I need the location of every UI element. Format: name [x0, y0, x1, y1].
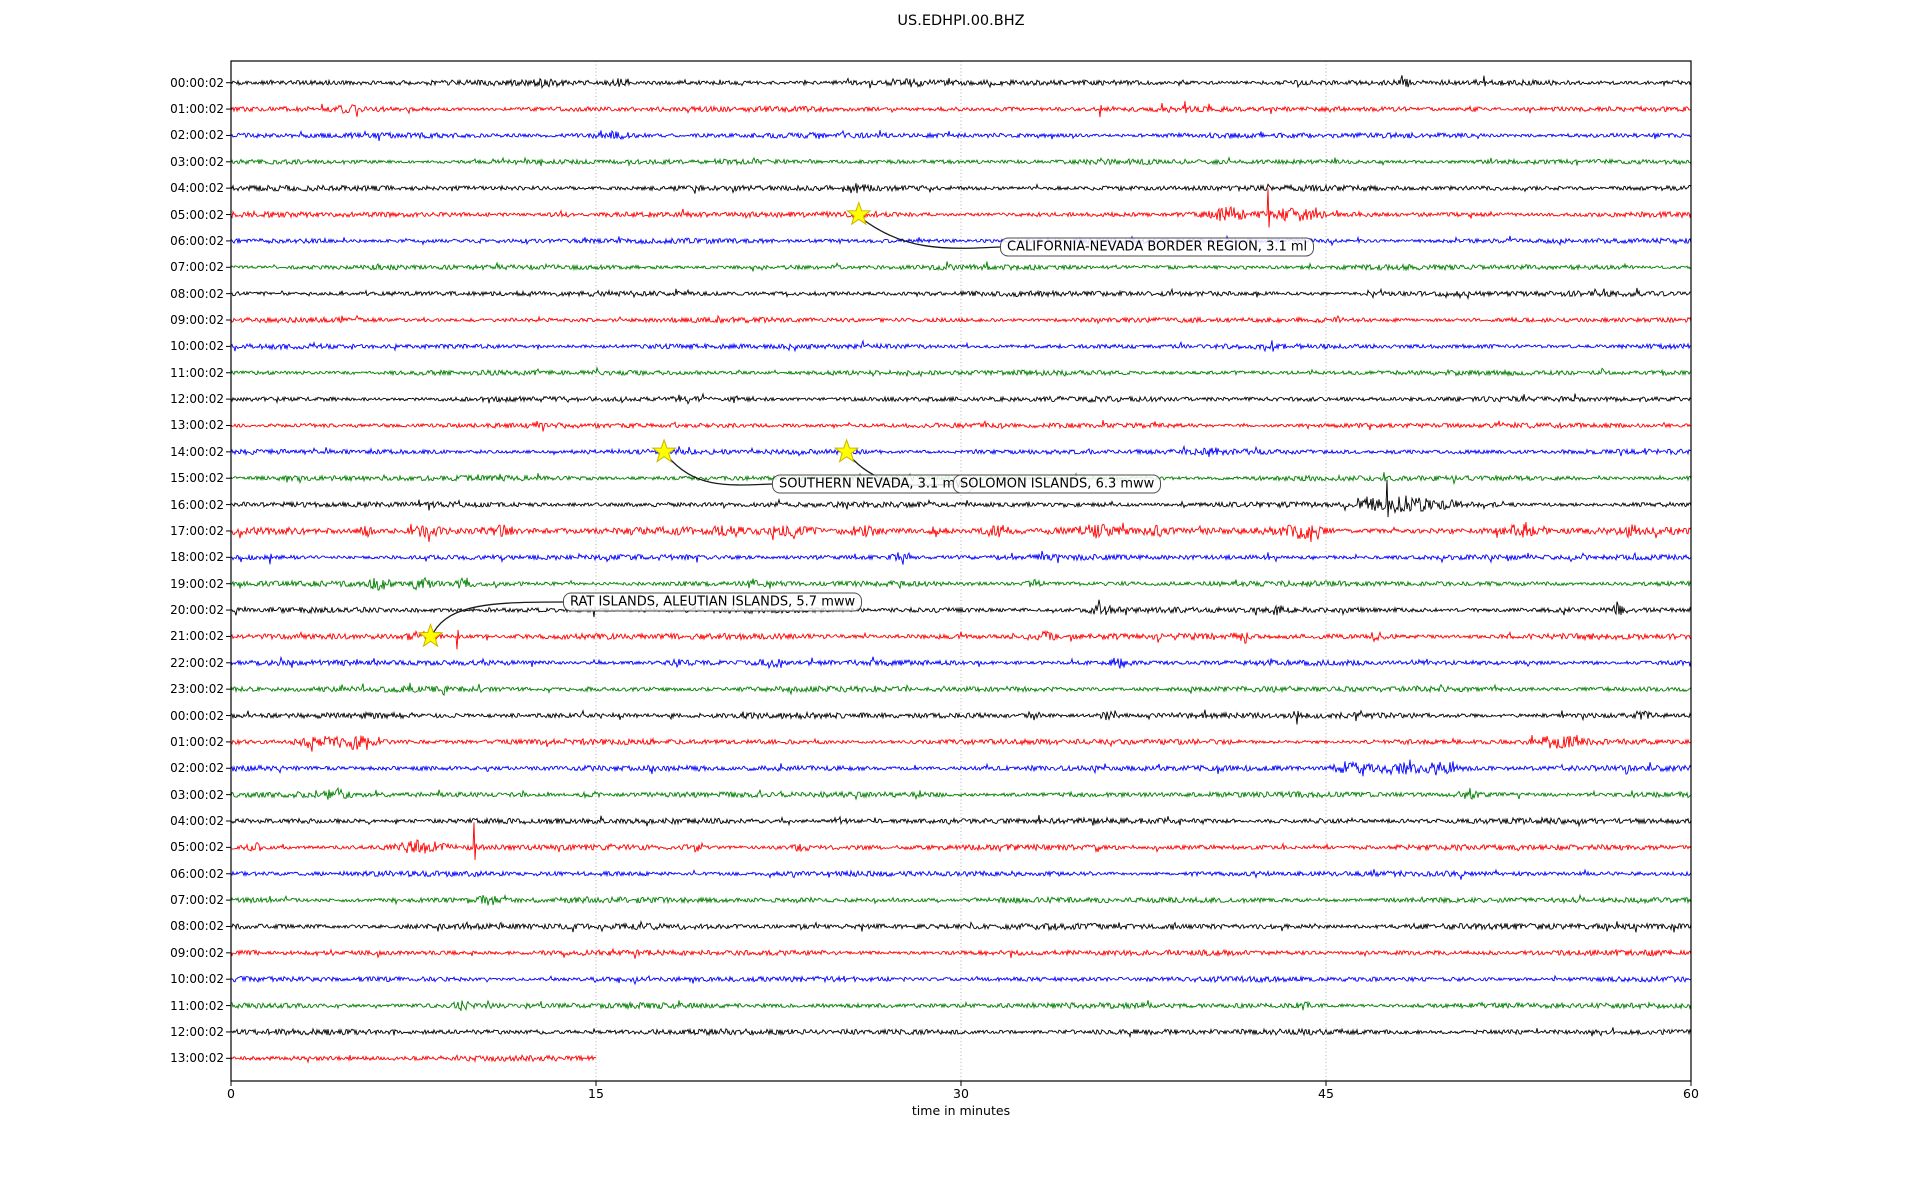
y-tick-label: 04:00:02: [170, 814, 224, 828]
y-tick-label: 01:00:02: [170, 734, 224, 749]
x-axis-title: time in minutes: [911, 1103, 1011, 1118]
seismogram-trace: [230, 999, 1692, 1011]
leader-line: [861, 218, 1001, 249]
y-tick-label: 07:00:02: [170, 260, 224, 275]
event-star-icon: [417, 622, 444, 648]
seismogram-trace: [230, 366, 1692, 378]
seismogram-trace: [230, 919, 1692, 933]
seismogram-trace: [230, 156, 1692, 167]
seismogram-trace: [230, 709, 1692, 725]
event-annotation: SOUTHERN NEVADA, 3.1 mw: [772, 474, 973, 494]
seismogram-trace: [230, 479, 1692, 518]
y-tick-label: 12:00:02: [170, 392, 224, 407]
y-tick-label: 04:00:02: [170, 181, 224, 196]
x-tick-label: 60: [1683, 1086, 1699, 1101]
seismogram-trace: [230, 101, 1692, 118]
seismogram-trace: [230, 182, 1692, 194]
seismogram-trace: [230, 392, 1692, 405]
y-tick-label: 13:00:02: [170, 1051, 224, 1066]
y-tick-label: 01:00:02: [170, 102, 224, 117]
y-tick-label: 08:00:02: [170, 286, 224, 301]
y-tick-label: 06:00:02: [170, 233, 224, 248]
y-tick-label: 11:00:02: [170, 365, 224, 380]
y-tick-label: 16:00:02: [170, 497, 224, 512]
seismogram-trace: [230, 261, 1692, 272]
seismogram-trace: [230, 314, 1692, 325]
y-tick-label: 20:00:02: [170, 603, 224, 618]
seismogram-trace: [230, 287, 1692, 301]
seismogram-trace: [230, 814, 1692, 828]
y-tick-label: 15:00:02: [170, 471, 224, 486]
y-tick-label: 02:00:02: [170, 128, 224, 143]
plot-title: US.EDHPI.00.BHZ: [897, 13, 1025, 29]
y-tick-label: 17:00:02: [170, 523, 224, 538]
seismogram-trace: [230, 129, 1692, 142]
y-tick-label: 18:00:02: [170, 550, 224, 565]
y-tick-label: 09:00:02: [170, 313, 224, 327]
seismogram-trace: [230, 734, 1692, 752]
x-tick-label: 0: [227, 1086, 235, 1101]
y-tick-label: 08:00:02: [170, 919, 224, 934]
y-tick-label: 00:00:02: [170, 708, 224, 723]
seismogram-trace: [230, 868, 1692, 880]
y-tick-label: 05:00:02: [170, 840, 224, 855]
seismogram-trace: [230, 521, 1692, 543]
y-tick-label: 21:00:02: [170, 629, 224, 644]
y-tick-label: 10:00:02: [170, 339, 224, 354]
seismogram-trace: [230, 419, 1692, 432]
y-tick-label: 23:00:02: [170, 682, 224, 697]
y-tick-label: 19:00:02: [170, 576, 224, 591]
event-star-icon: [845, 200, 872, 226]
y-tick-label: 03:00:02: [170, 787, 224, 802]
y-tick-label: 09:00:02: [170, 945, 224, 960]
y-tick-label: 02:00:02: [170, 761, 224, 776]
y-tick-label: 12:00:02: [170, 1024, 224, 1039]
event-annotation: RAT ISLANDS, ALEUTIAN ISLANDS, 5.7 mww: [563, 592, 863, 612]
seismogram-trace: [230, 655, 1692, 670]
seismogram-trace: [230, 1054, 597, 1064]
x-tick-label: 30: [953, 1086, 969, 1101]
seismogram-trace: [230, 550, 1692, 565]
seismogram-trace: [230, 759, 1692, 777]
y-tick-label: 14:00:02: [170, 444, 224, 459]
leader-line: [432, 601, 564, 633]
y-tick-label: 13:00:02: [170, 418, 224, 433]
y-tick-label: 07:00:02: [170, 893, 224, 908]
seismogram-trace: [230, 893, 1692, 906]
seismogram-trace: [230, 75, 1692, 90]
x-tick-label: 15: [588, 1086, 604, 1101]
seismogram-trace: [230, 682, 1692, 696]
event-annotation: CALIFORNIA-NEVADA BORDER REGION, 3.1 ml: [1000, 237, 1315, 257]
seismogram-trace: [230, 576, 1692, 591]
seismogram-trace: [230, 1027, 1692, 1039]
event-star-icon: [833, 438, 860, 463]
seismogram-trace: [230, 822, 1692, 860]
event-annotation: SOLOMON ISLANDS, 6.3 mww: [953, 474, 1162, 494]
seismogram-trace: [230, 629, 1692, 650]
y-tick-label: 10:00:02: [170, 972, 224, 987]
y-tick-label: 11:00:02: [170, 998, 224, 1013]
seismogram-trace: [230, 786, 1692, 801]
x-tick-label: 45: [1318, 1086, 1334, 1101]
y-tick-label: 00:00:02: [170, 75, 224, 90]
y-tick-label: 22:00:02: [170, 655, 224, 670]
seismogram-trace: [230, 599, 1692, 618]
seismogram-trace: [230, 234, 1692, 247]
seismogram-trace: [230, 339, 1692, 353]
seismogram-trace: [230, 974, 1692, 986]
y-tick-label: 06:00:02: [170, 866, 224, 881]
seismogram-trace: [230, 444, 1692, 457]
y-tick-label: 05:00:02: [170, 207, 224, 222]
y-tick-label: 03:00:02: [170, 154, 224, 169]
leader-line: [666, 455, 773, 486]
seismogram-trace: [230, 188, 1692, 228]
event-star-icon: [651, 438, 677, 463]
seismogram-trace: [230, 947, 1692, 959]
